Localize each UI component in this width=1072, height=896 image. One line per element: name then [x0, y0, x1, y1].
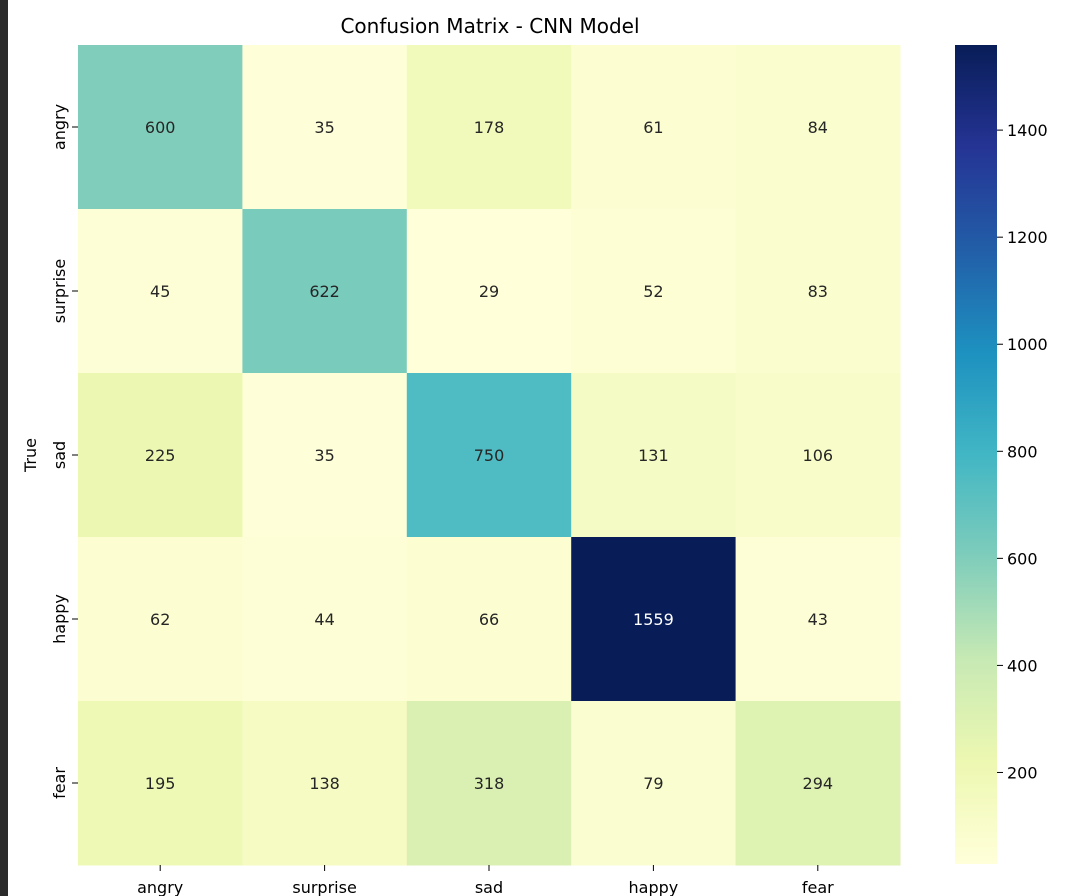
y-tick-label: surprise: [50, 259, 69, 323]
cell-value-label: 131: [638, 446, 669, 465]
cell-value-label: 178: [474, 118, 505, 137]
cell-value-label: 62: [150, 610, 170, 629]
heatmap-cell: [735, 537, 901, 702]
heatmap-cell: [735, 45, 901, 210]
colorbar-tick-label: 1200: [1007, 228, 1048, 247]
y-axis: angry surprise sad happy fear: [50, 104, 78, 799]
heatmap-cell: [242, 373, 408, 538]
heatmap-cell: [242, 701, 408, 866]
cell-value-label: 35: [314, 118, 334, 137]
cell-value-label: 45: [150, 282, 170, 301]
colorbar-tick-label: 600: [1007, 549, 1038, 568]
x-tick-label: sad: [475, 878, 503, 896]
cell-value-label: 35: [314, 446, 334, 465]
colorbar-tick-label: 1000: [1007, 335, 1048, 354]
cell-value-label: 600: [145, 118, 176, 137]
heatmap-cell: [406, 537, 572, 702]
heatmap-cell: [242, 537, 408, 702]
cell-value-label: 52: [643, 282, 663, 301]
cell-value-label: 622: [309, 282, 340, 301]
heatmap-cell: [242, 45, 408, 210]
heatmap-cell: [406, 701, 572, 866]
cell-value-label: 43: [808, 610, 828, 629]
y-tick-label: angry: [50, 104, 69, 150]
heatmap-cell: [78, 537, 243, 702]
heatmap-cell: [571, 537, 737, 702]
confusion-matrix-chart: Confusion Matrix - CNN Model True 600 35 1…: [21, 14, 1048, 896]
heatmap-cell: [735, 373, 901, 538]
cell-value-label: 29: [479, 282, 499, 301]
x-tick-label: happy: [629, 878, 679, 896]
colorbar-tick-label: 200: [1007, 763, 1038, 782]
heatmap-cell: [571, 45, 737, 210]
figure: Confusion Matrix - CNN Model True 600 35 1…: [8, 0, 1072, 896]
cell-value-label: 83: [808, 282, 828, 301]
heatmap-cell: [571, 373, 737, 538]
y-tick-label: happy: [50, 594, 69, 644]
heatmap-cell: [78, 701, 243, 866]
heatmap-cell: [571, 701, 737, 866]
heatmap-cell: [571, 209, 737, 374]
heatmap-cell: [242, 209, 408, 374]
heatmap-cell: [78, 209, 243, 374]
heatmap-cell: [406, 373, 572, 538]
heatmap-cell: [78, 373, 243, 538]
y-tick-label: sad: [50, 441, 69, 469]
x-tick-label: angry: [137, 878, 183, 896]
heatmap-cells: 600 35 178 61 84 45 622 29 52 83 225 35 750 131 106 62 4…: [78, 45, 901, 866]
cell-value-label: 138: [309, 774, 340, 793]
colorbar-tick-label: 800: [1007, 442, 1038, 461]
heatmap-cell: [406, 45, 572, 210]
y-tick-label: fear: [50, 767, 69, 799]
cell-value-label: 195: [145, 774, 176, 793]
x-tick-label: surprise: [292, 878, 356, 896]
colorbar-tick-label: 400: [1007, 656, 1038, 675]
cell-value-label: 61: [643, 118, 663, 137]
y-axis-label: True: [21, 438, 40, 473]
cell-value-label: 44: [314, 610, 334, 629]
cell-value-label: 106: [803, 446, 834, 465]
cell-value-label: 66: [479, 610, 499, 629]
x-axis: angry surprise sad happy fear: [137, 865, 834, 896]
colorbar-scale: [955, 45, 997, 864]
heatmap-cell: [735, 701, 901, 866]
cell-value-label: 225: [145, 446, 176, 465]
cell-value-label: 84: [808, 118, 828, 137]
colorbar-tick-label: 1400: [1007, 121, 1048, 140]
chart-title: Confusion Matrix - CNN Model: [340, 14, 639, 38]
cell-value-label: 1559: [633, 610, 674, 629]
colorbar: 200 400 600 800 1000 1200 1400: [955, 45, 1048, 864]
heatmap-cell: [735, 209, 901, 374]
cell-value-label: 294: [803, 774, 834, 793]
heatmap-cell: [406, 209, 572, 374]
x-tick-label: fear: [802, 878, 834, 896]
heatmap-cell: [78, 45, 243, 210]
cell-value-label: 79: [643, 774, 663, 793]
cell-value-label: 318: [474, 774, 505, 793]
cell-value-label: 750: [474, 446, 505, 465]
